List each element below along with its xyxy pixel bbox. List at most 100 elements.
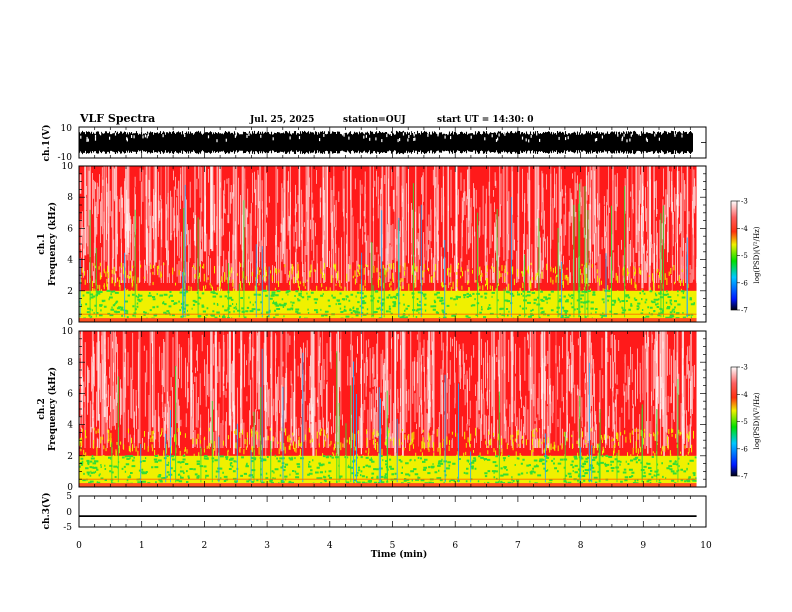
- waveform-gap: [260, 134, 262, 138]
- ch1-spectrogram-burst: [635, 166, 638, 253]
- ch1-spectrogram-burst: [425, 166, 427, 261]
- waveform-gap: [521, 136, 524, 140]
- ch3-voltage-ylabel: ch.3(V): [41, 493, 52, 530]
- time-axis-tick-labels: 0 1 2 3 4 5 6 7 8 9 10: [76, 541, 712, 551]
- ch2-spectrogram-burst: [586, 331, 588, 422]
- waveform-gap: [658, 137, 660, 141]
- ch1-spectrogram-ytick-label: 8: [67, 193, 73, 203]
- ch2-spectrogram-burst: [285, 331, 287, 423]
- ch1-spectrogram-burst: [446, 166, 449, 252]
- ch1-spectrogram-burst: [594, 166, 597, 264]
- waveform-gap: [126, 137, 128, 141]
- ch1-spectrogram-burst: [155, 166, 158, 263]
- ch2-spectrogram-band-floor: [79, 483, 697, 487]
- ch1-spectrogram-burst: [203, 166, 206, 252]
- ch2-spectrogram-burst: [270, 331, 272, 462]
- ch2-spectrogram-burst: [587, 331, 589, 444]
- ch1-spectrogram-burst: [305, 166, 308, 255]
- ch1-colorbar-gradient: [730, 200, 738, 311]
- ch1-spectrogram-burst: [210, 166, 212, 249]
- ch1-spectrogram-burst: [415, 166, 417, 288]
- ch2-spectrogram-ytick-label: 4: [67, 421, 73, 431]
- waveform-gap: [530, 134, 532, 138]
- ch2-colorbar: -3 -4 -5 -6 -7 log(PSD)(V²/Hz): [730, 364, 761, 481]
- ch1-spectrogram-burst: [105, 166, 107, 262]
- waveform-gap: [594, 138, 597, 142]
- waveform-gap: [109, 136, 111, 140]
- ch1-spectrogram-burst: [489, 166, 491, 254]
- ch2-spectrogram-burst: [571, 331, 574, 417]
- ch2-spectrogram-burst: [385, 331, 387, 446]
- ch2-spectrogram-burst: [446, 331, 448, 446]
- ch1-spectrogram-burst: [401, 166, 404, 290]
- ch2-spectrogram-burst: [240, 331, 243, 433]
- ch2-spectrogram-burst: [122, 331, 124, 449]
- waveform-gap: [525, 138, 527, 142]
- ch1-spectrogram-burst: [220, 166, 222, 256]
- waveform-gap: [86, 136, 88, 140]
- waveform-gap: [246, 134, 248, 138]
- waveform-gap: [319, 138, 321, 142]
- waveform-gap: [617, 133, 619, 137]
- waveform-gap: [100, 132, 102, 136]
- waveform-gap: [323, 133, 325, 137]
- waveform-gap: [497, 137, 499, 141]
- ch1-spectrogram-burst: [385, 166, 387, 273]
- ch2-spectrogram-burst: [102, 331, 104, 435]
- ch1-colorbar-tick-label: -3: [741, 198, 748, 206]
- ch1-spectrogram-burst: [233, 166, 236, 289]
- waveform-gap: [450, 136, 452, 140]
- ch1-spectrogram-burst: [403, 166, 406, 278]
- waveform-gap: [131, 135, 133, 138]
- waveform-gap: [645, 137, 648, 141]
- time-tick-label: 6: [452, 541, 458, 551]
- ch1-spectrogram-burst: [585, 166, 588, 274]
- waveform-gap: [225, 138, 227, 142]
- ch2-spectrogram-burst: [510, 331, 513, 446]
- ch1-spectrogram-band-floor: [79, 318, 697, 322]
- ch1-spectrogram-burst: [346, 166, 348, 294]
- ch2-spectrogram-burst: [293, 331, 295, 436]
- ch1-spectrogram-ytick-label: 2: [67, 287, 73, 297]
- time-tick-label: 9: [640, 541, 646, 551]
- ch2-spectrogram-burst: [491, 331, 493, 416]
- ch2-spectrogram-burst: [647, 331, 649, 454]
- ch2-spectrogram-burst: [661, 331, 664, 427]
- waveform-gap: [623, 133, 625, 137]
- ch2-spectrogram-ylabel-channel: ch.2: [37, 398, 47, 419]
- ch1-spectrogram-burst: [517, 166, 520, 279]
- waveform-gap: [381, 139, 383, 143]
- ch2-spectrogram-burst: [394, 331, 396, 453]
- waveform-gap: [298, 136, 301, 140]
- ch2-spectrogram-burst: [340, 331, 342, 420]
- ch2-spectrogram-ytick-label: 0: [67, 483, 73, 493]
- ch1-spectrogram-burst: [550, 166, 552, 249]
- ch2-spectrogram-burst: [97, 331, 100, 421]
- ch2-spectrogram-burst: [665, 331, 667, 447]
- waveform-gap: [528, 139, 530, 143]
- waveform-gap: [343, 133, 345, 137]
- waveform-gap: [408, 135, 410, 138]
- waveform-gap: [133, 135, 135, 139]
- waveform-gap: [80, 135, 82, 139]
- waveform-gap: [491, 134, 493, 138]
- ch1-spectrogram-burst: [275, 166, 278, 246]
- ch2-spectrogram-burst: [548, 331, 551, 450]
- ch2-spectrogram-burst: [256, 331, 258, 411]
- ch1-spectrogram-burst: [343, 166, 345, 295]
- ch1-spectrogram-burst: [436, 166, 439, 281]
- ch1-colorbar-tick-label: -5: [741, 252, 748, 260]
- ch1-spectrogram-burst: [649, 166, 651, 266]
- ch2-spectrogram-burst: [529, 331, 531, 451]
- waveform-gap: [144, 134, 146, 138]
- ch2-spectrogram-burst: [410, 331, 412, 445]
- ch2-spectrogram-burst: [418, 331, 419, 447]
- ch1-colorbar-tick-label: -4: [741, 225, 748, 233]
- ch1-spectrogram-burst: [408, 166, 409, 264]
- waveform-gap: [630, 133, 632, 137]
- ch1-spectrogram-burst: [160, 166, 162, 280]
- waveform-gap: [654, 133, 656, 137]
- ch2-spectrogram-burst: [656, 331, 658, 410]
- ch1-spectrogram-burst: [373, 166, 374, 266]
- waveform-gap: [397, 139, 399, 143]
